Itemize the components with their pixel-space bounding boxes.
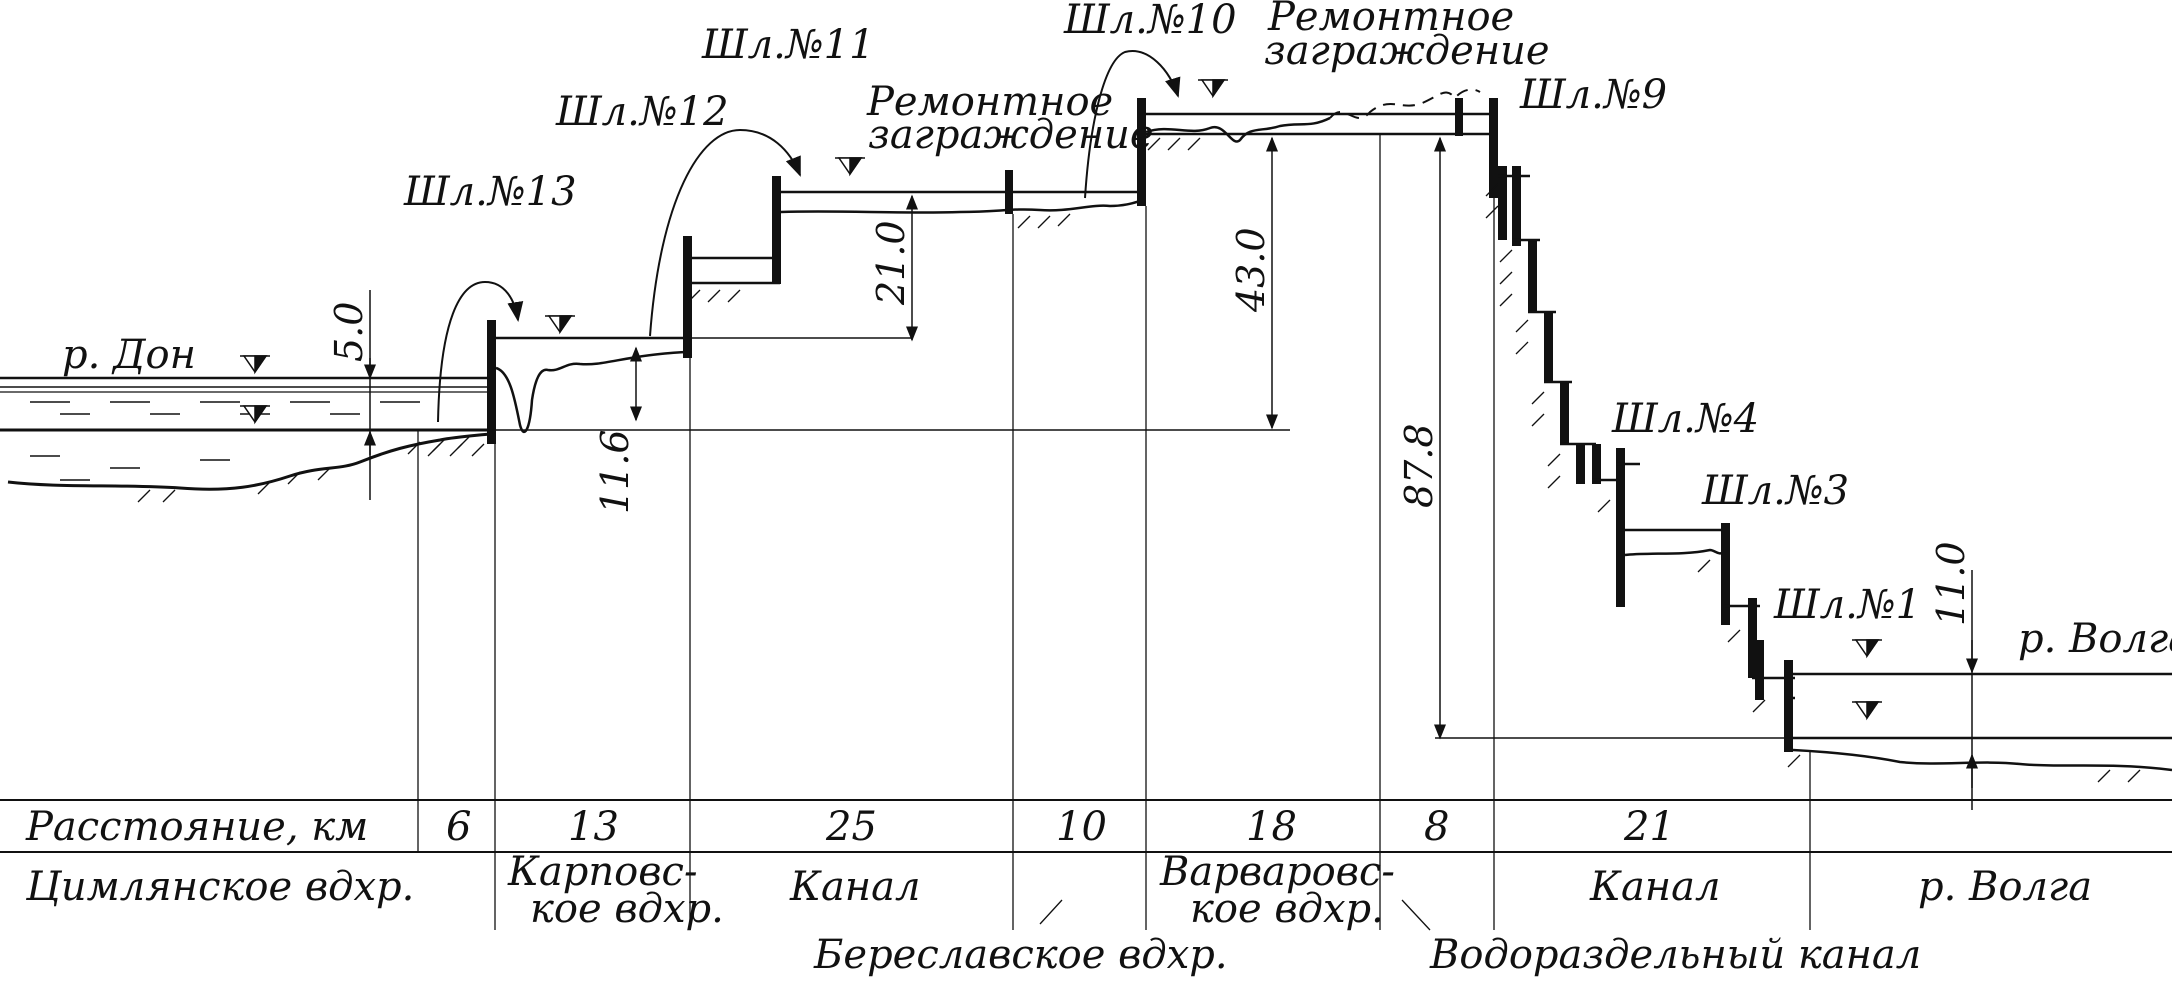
dimension-lines bbox=[364, 136, 1978, 810]
lock-12-label: Шл.№12 bbox=[555, 89, 729, 135]
section-volga: р. Волга bbox=[1918, 864, 2092, 910]
don-river-section bbox=[0, 376, 491, 503]
dimension-11-6: 11.6 bbox=[593, 429, 637, 514]
dimension-21-0: 21.0 bbox=[869, 220, 913, 306]
section-karpovsk-line2: кое вдхр. bbox=[530, 886, 724, 932]
level-marker-icon bbox=[545, 315, 575, 335]
level-marker-icon bbox=[835, 157, 865, 177]
distance-cell: 18 bbox=[1246, 804, 1297, 850]
level-marker-icon bbox=[1852, 639, 1882, 659]
section-canal-1: Канал bbox=[789, 864, 920, 910]
distance-cell: 6 bbox=[446, 804, 471, 850]
lock-3-label: Шл.№3 bbox=[1701, 468, 1849, 514]
distance-cell: 21 bbox=[1623, 804, 1675, 850]
distance-cell: 13 bbox=[568, 804, 619, 850]
section-canal-2: Канал bbox=[1589, 864, 1720, 910]
repair-barrier-2-line2: заграждение bbox=[1264, 28, 1550, 74]
level-markers bbox=[240, 79, 1882, 721]
level-marker-icon bbox=[240, 355, 270, 375]
repair-barrier-1-line2: заграждение bbox=[868, 112, 1154, 158]
lock-arrows bbox=[437, 50, 1181, 423]
note-bereslav: Береславское вдхр. bbox=[813, 932, 1228, 978]
river-volga-label: р. Волга bbox=[2018, 616, 2172, 662]
dimension-11-0: 11.0 bbox=[1929, 541, 1973, 626]
lock-10-label: Шл.№10 bbox=[1063, 0, 1237, 43]
level-marker-icon bbox=[240, 405, 270, 425]
level-marker-icon bbox=[1852, 701, 1882, 721]
dimension-87-8: 87.8 bbox=[1397, 423, 1441, 508]
canal-profile-left bbox=[427, 88, 1498, 457]
dimension-43-0: 43.0 bbox=[1229, 227, 1273, 313]
lock-1-label: Шл.№1 bbox=[1773, 582, 1921, 628]
lock-4-label: Шл.№4 bbox=[1611, 396, 1759, 442]
note-watershed-canal: Водораздельный канал bbox=[1429, 932, 1921, 978]
lock-11-label: Шл.№11 bbox=[701, 22, 875, 68]
river-don-label: р. Дон bbox=[62, 332, 196, 378]
section-karpovsk-line1: Карповс- bbox=[507, 849, 697, 895]
lock-13-label: Шл.№13 bbox=[403, 169, 577, 215]
section-tsimlyansk: Цимлянское вдхр. bbox=[25, 864, 414, 910]
distance-row-label: Расстояние, км bbox=[25, 804, 368, 850]
distance-cell: 25 bbox=[825, 804, 877, 850]
distance-cell: 10 bbox=[1056, 804, 1107, 850]
section-varvarovsk-line2: кое вдхр. bbox=[1190, 886, 1384, 932]
repair-barrier-1-line1: Ремонтное bbox=[866, 79, 1113, 125]
distance-cell: 8 bbox=[1424, 804, 1449, 850]
section-varvarovsk-line1: Варваровс- bbox=[1159, 849, 1395, 895]
repair-barrier-2-line1: Ремонтное bbox=[1267, 0, 1514, 40]
lock-9-label: Шл.№9 bbox=[1519, 72, 1667, 118]
level-marker-icon bbox=[1198, 79, 1228, 99]
dimension-5-0: 5.0 bbox=[327, 302, 371, 362]
profile-table-grid bbox=[0, 134, 2172, 931]
